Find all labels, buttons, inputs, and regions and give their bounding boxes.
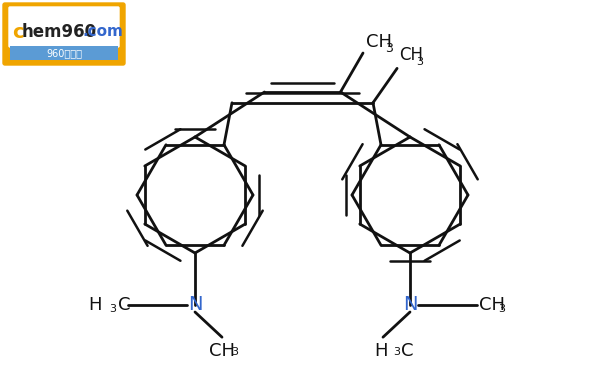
Text: 3: 3 (109, 304, 116, 314)
FancyBboxPatch shape (9, 7, 119, 47)
Text: N: N (188, 296, 202, 315)
Text: 3: 3 (498, 304, 505, 314)
Text: H: H (374, 342, 388, 360)
Text: 3: 3 (385, 42, 393, 55)
FancyBboxPatch shape (3, 3, 125, 65)
Text: CH: CH (479, 296, 505, 314)
Text: CH: CH (366, 33, 392, 51)
Text: CH: CH (209, 342, 235, 360)
Text: C: C (118, 296, 131, 314)
Text: .com: .com (82, 24, 123, 39)
Bar (10, 46, 118, 60)
Text: N: N (403, 296, 417, 315)
Text: 960化工网: 960化工网 (46, 48, 82, 58)
Text: H: H (88, 296, 102, 314)
Text: c: c (12, 22, 24, 42)
Text: 3: 3 (231, 347, 238, 357)
Text: hem960: hem960 (22, 23, 97, 41)
Text: CH: CH (399, 46, 423, 64)
Text: 3: 3 (393, 347, 400, 357)
Text: C: C (401, 342, 413, 360)
Text: 3: 3 (416, 57, 423, 68)
